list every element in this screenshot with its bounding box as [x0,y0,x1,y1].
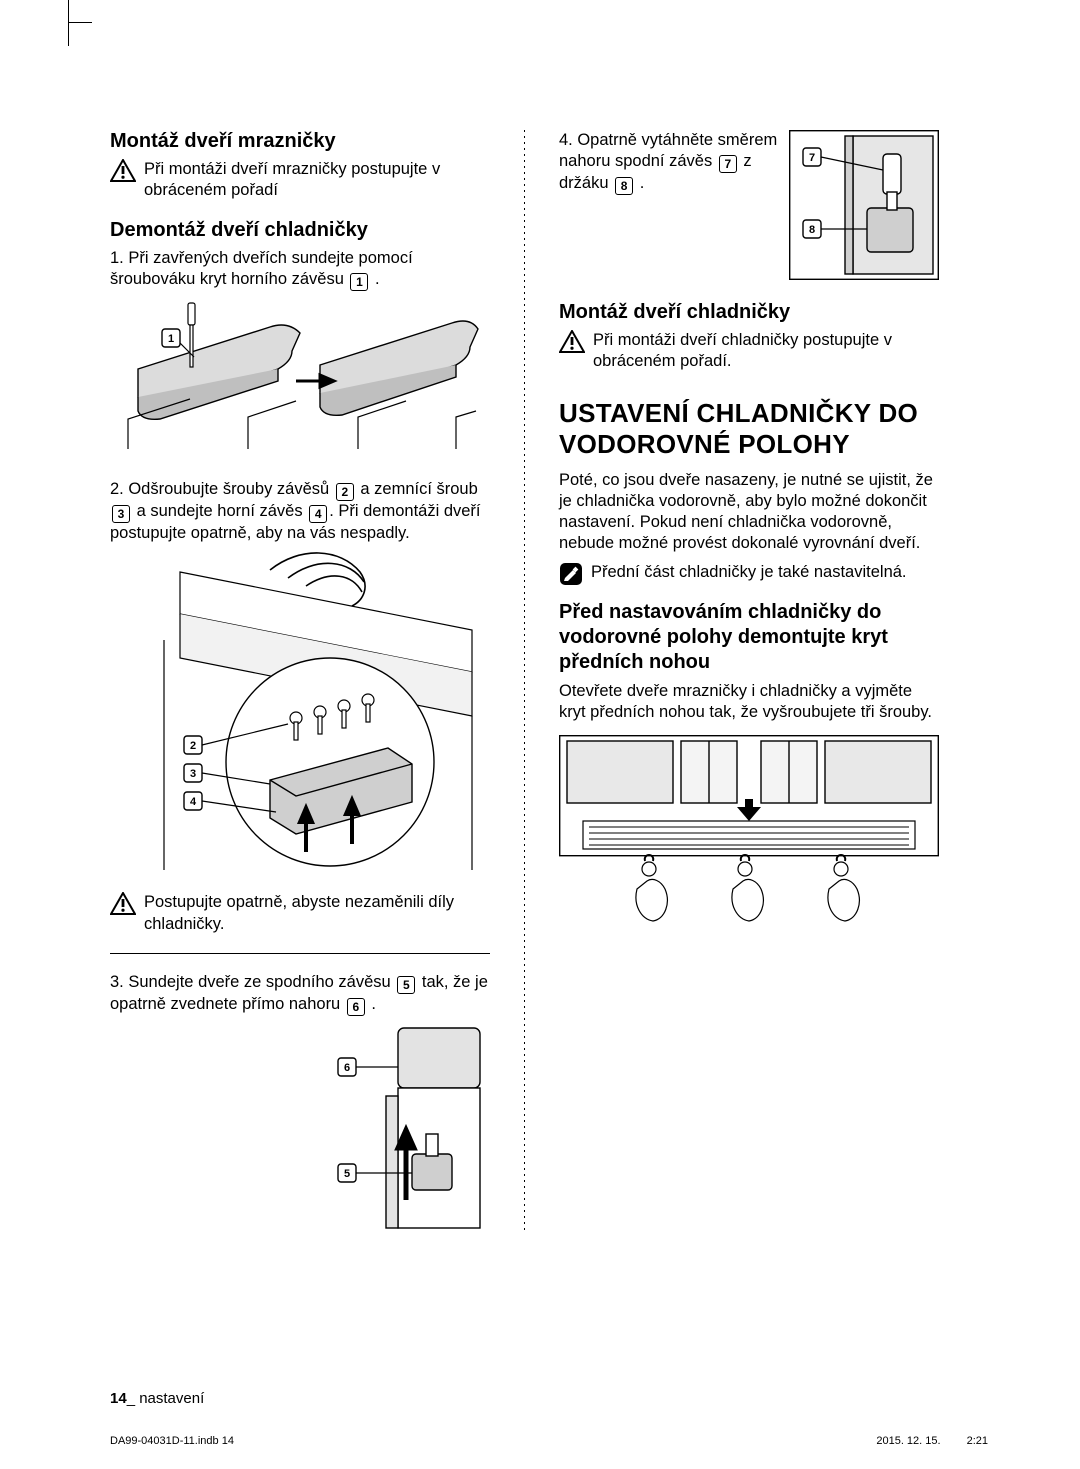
step-4: 4. Opatrně vytáhněte směrem nahoru spodn… [559,130,779,195]
svg-text:3: 3 [190,768,196,780]
left-column: Montáž dveří mrazničky Při montáži dveří… [110,130,490,1244]
imprint-date: 2015. 12. 15. [876,1435,940,1447]
heading-leveling: USTAVENÍ CHLADNIČKY DO VODOROVNÉ POLOHY [559,398,939,459]
leveling-paragraph: Poté, co jsou dveře nasazeny, je nutné s… [559,470,939,554]
divider [110,953,490,954]
svg-text:2: 2 [190,740,196,752]
figure-foot-cover-screws [559,735,939,935]
step-3: 3. Sundejte dveře ze spodního závěsu 5 t… [110,972,490,1016]
figure-top-hinge-screws: 2 3 4 [110,552,490,882]
warning-icon [559,330,585,353]
heading-freezer-door-mount: Montáž dveří mrazničky [110,130,490,153]
svg-text:4: 4 [190,796,197,808]
warning-icon [110,892,136,915]
page-section-label: nastavení [139,1390,204,1407]
step-2: 2. Odšroubujte šrouby závěsů 2 a zemnící… [110,479,490,544]
heading-fridge-door-remove: Demontáž dveří chladničky [110,219,490,242]
heading-fridge-door-mount: Montáž dveří chladničky [559,301,939,324]
foot-cover-body: Otevřete dveře mrazničky i chladničky a … [559,681,939,723]
imprint-time: 2:21 [967,1435,988,1447]
warning-text-1: Při montáži dveří mrazničky postupujte v… [144,159,490,201]
crop-mark-top-left [68,22,92,46]
svg-text:6: 6 [344,1062,350,1074]
svg-text:7: 7 [809,152,815,164]
figure-bottom-hinge-pull: 7 8 [789,130,939,285]
column-separator [524,130,525,1230]
imprint-file: DA99-04031D-11.indb 14 [110,1435,234,1447]
note-icon [559,562,583,586]
warning-text-3: Při montáži dveří chladničky postupujte … [593,330,939,372]
page-number: 14 [110,1390,127,1407]
right-column: 4. Opatrně vytáhněte směrem nahoru spodn… [559,130,939,1244]
figure-top-hinge-cover: 1 [110,299,490,469]
svg-text:5: 5 [344,1168,350,1180]
warning-text-2: Postupujte opatrně, abyste nezaměnili dí… [144,892,490,934]
note-text: Přední část chladničky je také nastavite… [591,562,907,583]
step-1: 1. Při zavřených dveřích sundejte pomocí… [110,248,490,291]
figure-lift-door-bottom-hinge: 6 5 [110,1024,490,1234]
warning-icon [110,159,136,182]
svg-text:8: 8 [809,224,815,236]
callout-1-inline: 1 [350,273,368,291]
page-footer: 14_ nastavení [110,1390,988,1407]
heading-remove-foot-cover: Před nastavováním chladničky do vodorovn… [559,600,939,675]
callout-1-label: 1 [168,333,174,345]
imprint-line: DA99-04031D-11.indb 14 2015. 12. 15. 2:2… [110,1435,988,1447]
